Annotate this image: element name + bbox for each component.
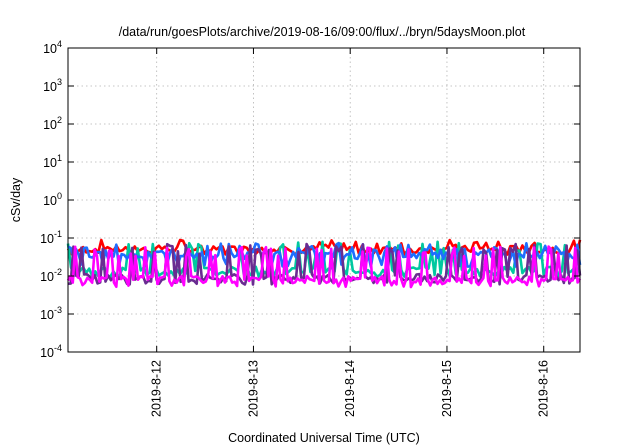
x-tick-label: 2019-8-14 [343,360,357,417]
x-tick-label: 2019-8-16 [537,360,551,417]
y-tick-label: 10-1 [40,229,62,246]
y-tick-label: 101 [43,153,62,170]
y-tick-label: 104 [43,39,62,56]
ticks [68,47,580,353]
chart-title: /data/run/goesPlots/archive/2019-08-16/0… [119,25,526,39]
x-tick-label: 2019-8-13 [246,360,260,417]
y-tick-labels: 104 103 102 101 100 10-1 10-2 10-3 10-4 [40,39,62,360]
x-tick-labels: 2019-8-12 2019-8-13 2019-8-14 2019-8-15 2019… [150,360,551,417]
y-tick-label: 10-2 [40,267,62,284]
y-tick-label: 100 [43,191,62,208]
series-layer [66,238,582,289]
y-tick-label: 102 [43,115,62,132]
y-tick-label: 103 [43,77,62,94]
y-tick-label: 10-3 [40,305,62,322]
x-axis-label: Coordinated Universal Time (UTC) [228,431,420,445]
series-line-5 [66,245,582,289]
grid [68,48,580,352]
x-tick-label: 2019-8-12 [150,360,164,417]
x-tick-label: 2019-8-15 [440,360,454,417]
y-axis-label: cSv/day [9,177,23,222]
y-tick-label: 10-4 [40,343,62,360]
